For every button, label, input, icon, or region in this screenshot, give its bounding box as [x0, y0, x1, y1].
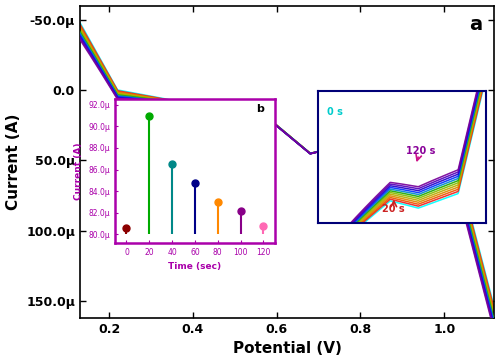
Text: a: a: [469, 15, 482, 34]
Y-axis label: Current (A): Current (A): [6, 114, 20, 210]
X-axis label: Potential (V): Potential (V): [232, 341, 342, 357]
